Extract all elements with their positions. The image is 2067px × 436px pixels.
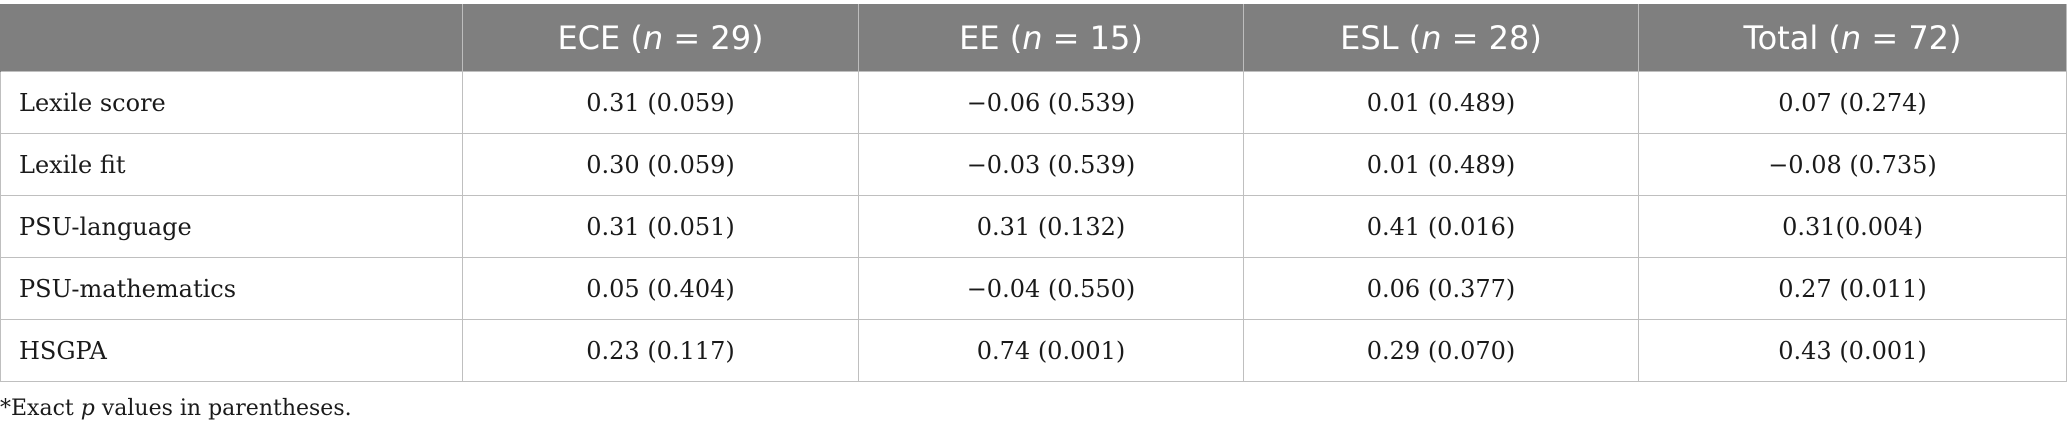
row-label: PSU-mathematics [0,257,463,320]
table-row: PSU-language 0.31 (0.051) 0.31 (0.132) 0… [0,195,2067,258]
table-cell: 0.06 (0.377) [1243,257,1639,320]
header-cell-ee: EE (n = 15) [858,4,1244,72]
table-cell: 0.01 (0.489) [1243,133,1639,196]
table-cell: 0.01 (0.489) [1243,71,1639,134]
table-cell: 0.31(0.004) [1638,195,2067,258]
table-cell: 0.74 (0.001) [858,319,1244,382]
table-cell: 0.05 (0.404) [462,257,859,320]
table-footnote: *Exact p values in parentheses. [0,396,352,421]
header-cell-empty [0,4,463,72]
correlation-table-container: ECE (n = 29) EE (n = 15) ESL (n = 28) To… [0,4,2067,382]
header-cell-esl: ESL (n = 28) [1243,4,1639,72]
table-cell: 0.29 (0.070) [1243,319,1639,382]
table-cell: 0.30 (0.059) [462,133,859,196]
table-row: Lexile score 0.31 (0.059) −0.06 (0.539) … [0,71,2067,134]
table-row: PSU-mathematics 0.05 (0.404) −0.04 (0.55… [0,257,2067,320]
table-cell: −0.03 (0.539) [858,133,1244,196]
table-cell: −0.04 (0.550) [858,257,1244,320]
table-cell: 0.23 (0.117) [462,319,859,382]
table-row: HSGPA 0.23 (0.117) 0.74 (0.001) 0.29 (0.… [0,319,2067,382]
table-header-row: ECE (n = 29) EE (n = 15) ESL (n = 28) To… [0,4,2067,72]
row-label: PSU-language [0,195,463,258]
table-cell: 0.41 (0.016) [1243,195,1639,258]
table-cell: −0.08 (0.735) [1638,133,2067,196]
header-cell-total: Total (n = 72) [1638,4,2067,72]
row-label: HSGPA [0,319,463,382]
table-cell: 0.07 (0.274) [1638,71,2067,134]
header-cell-ece: ECE (n = 29) [462,4,859,72]
table-row: Lexile fit 0.30 (0.059) −0.03 (0.539) 0.… [0,133,2067,196]
row-label: Lexile score [0,71,463,134]
table-cell: 0.27 (0.011) [1638,257,2067,320]
table-cell: 0.31 (0.132) [858,195,1244,258]
table-cell: −0.06 (0.539) [858,71,1244,134]
row-label: Lexile fit [0,133,463,196]
table-cell: 0.43 (0.001) [1638,319,2067,382]
correlation-table: ECE (n = 29) EE (n = 15) ESL (n = 28) To… [0,4,2067,382]
table-cell: 0.31 (0.059) [462,71,859,134]
table-cell: 0.31 (0.051) [462,195,859,258]
